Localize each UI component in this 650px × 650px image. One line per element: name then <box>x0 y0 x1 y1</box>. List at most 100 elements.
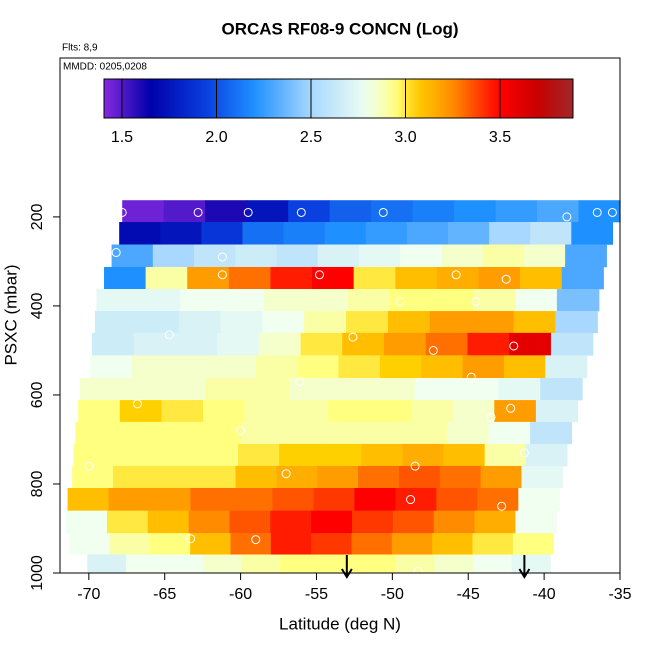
heat-cell <box>217 332 260 356</box>
sample-point <box>592 207 602 217</box>
heat-cell <box>79 378 123 401</box>
heat-cell <box>230 533 272 555</box>
heat-cell <box>104 266 147 290</box>
heat-cell <box>157 421 200 445</box>
heat-cell <box>214 355 257 379</box>
heat-cell <box>357 554 397 574</box>
x-tick-label: -40 <box>533 586 556 603</box>
heat-cell <box>443 443 486 467</box>
heat-cell <box>480 465 523 489</box>
y-axis-label: PSXC (mbar) <box>1 264 20 365</box>
heat-cell <box>354 487 396 511</box>
x-tick-label: -45 <box>457 586 480 603</box>
heat-cell <box>90 355 133 379</box>
heat-cell <box>116 421 159 445</box>
heat-cell <box>131 355 174 379</box>
heat-cell <box>272 487 315 511</box>
heat-cell <box>320 443 362 467</box>
sample-point <box>501 274 511 284</box>
heat-cell <box>358 465 400 489</box>
heat-cell <box>545 355 588 379</box>
heat-cell <box>122 200 165 223</box>
heat-cell <box>125 554 166 574</box>
heat-cell <box>119 222 161 245</box>
heat-cell <box>477 487 519 511</box>
annotation: MMDD: 0205,0208 <box>63 62 147 73</box>
heat-cell <box>78 400 121 423</box>
heat-cell <box>305 289 349 312</box>
heat-cell <box>578 200 621 223</box>
heat-cell <box>535 400 579 423</box>
y-tick-label: 200 <box>29 203 46 230</box>
sample-point <box>395 296 405 306</box>
heat-cell <box>311 533 353 555</box>
heat-cell <box>297 355 340 379</box>
heat-cell <box>338 355 381 379</box>
heat-cell <box>434 554 474 574</box>
heat-cell <box>258 332 302 356</box>
heat-cell <box>391 533 433 555</box>
heat-cell <box>425 332 469 356</box>
heat-cell <box>205 200 248 223</box>
heat-cell <box>289 378 332 401</box>
colorbar-tick-label: 2.5 <box>300 129 322 146</box>
heat-cell <box>190 487 233 511</box>
heat-cell <box>395 554 436 574</box>
heat-cell <box>201 222 244 245</box>
sample-point <box>497 501 507 511</box>
heat-cell <box>281 421 324 445</box>
colorbar-tick-label: 3.0 <box>394 129 416 146</box>
heat-cell <box>456 378 499 401</box>
heat-cell <box>421 355 464 379</box>
heat-cell <box>318 554 358 574</box>
heat-cell <box>155 443 198 467</box>
heat-cell <box>231 487 274 511</box>
heat-cell <box>229 510 271 534</box>
sample-point <box>451 270 461 280</box>
heat-cell <box>387 311 431 334</box>
x-tick-label: -50 <box>381 586 404 603</box>
heat-cell <box>454 200 497 223</box>
plot-frame <box>59 57 621 574</box>
sample-point <box>132 399 142 409</box>
x-tick-label: -55 <box>305 586 328 603</box>
heat-cell <box>412 200 455 223</box>
heat-cell <box>96 289 139 312</box>
heat-cell <box>452 400 495 423</box>
sample-point <box>486 412 496 422</box>
heat-cell <box>145 266 188 290</box>
heat-cell <box>67 487 110 511</box>
heat-cell <box>365 222 408 245</box>
y-tick-label: 400 <box>29 292 46 319</box>
heat-cell <box>503 355 546 379</box>
heat-cell <box>178 311 222 334</box>
heat-cell <box>521 465 563 489</box>
heat-cell <box>441 244 484 268</box>
sample-point <box>506 403 516 413</box>
heat-cell <box>280 554 320 574</box>
y-tick-label: 1000 <box>29 555 46 591</box>
heat-cell <box>317 465 359 489</box>
heat-cell <box>347 289 391 312</box>
heat-cell <box>263 289 307 312</box>
sample-point <box>348 332 358 342</box>
heat-cell <box>163 378 206 401</box>
heat-cell <box>488 421 531 445</box>
heat-cell <box>520 266 563 290</box>
heat-cell <box>228 266 272 290</box>
heat-cell <box>262 311 305 334</box>
heat-cell <box>395 487 437 511</box>
heat-cell <box>556 289 600 312</box>
heat-cell <box>512 533 554 555</box>
heat-cell <box>196 443 239 467</box>
heat-cell <box>313 487 356 511</box>
sample-point <box>236 426 246 436</box>
subtitle: Flts: 8,9 <box>62 43 98 54</box>
heat-cell <box>436 487 478 511</box>
heat-cell <box>163 200 206 223</box>
heat-cell <box>149 533 191 555</box>
sample-point <box>251 535 261 545</box>
heat-cell <box>346 311 389 334</box>
heat-cell <box>571 222 614 245</box>
heat-cell <box>495 200 538 223</box>
